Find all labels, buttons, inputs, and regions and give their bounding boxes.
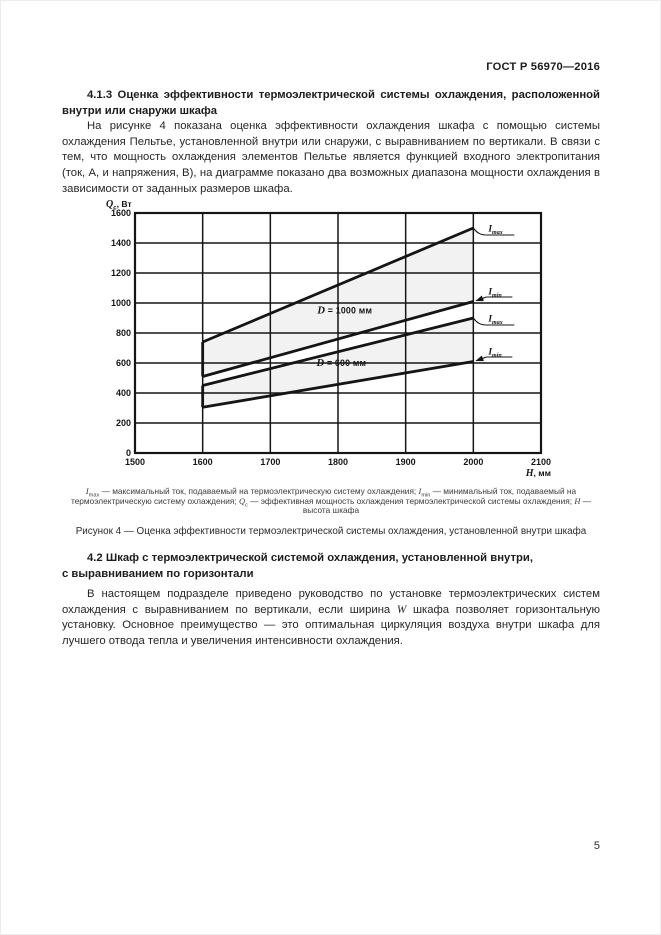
x-tick-label: 1600 — [193, 457, 213, 467]
chart-frame — [133, 211, 543, 455]
figure-4-caption: Рисунок 4 — Оценка эффективности термоэл… — [75, 526, 587, 537]
y-tick-label: 400 — [116, 388, 131, 398]
y-tick-label: 600 — [116, 358, 131, 368]
x-tick-label: 2100 — [531, 457, 551, 467]
heading-line-2: с выравниванием по горизонтали — [62, 567, 254, 580]
figure-4-chart: 0 200 400 600 800 1000 1200 1400 1600 1500 1600 170… — [100, 195, 580, 487]
math-symbol: W — [396, 603, 407, 616]
math-symbol: Q — [238, 496, 245, 506]
figure-4-legend: Imax — максимальный ток, подаваемый на т… — [70, 486, 591, 516]
page-number: 5 — [593, 840, 600, 852]
y-tick-label: 1600 — [111, 208, 131, 218]
math-symbol: H — [574, 496, 581, 506]
imax-line — [202, 226, 474, 344]
page-header: ГОСТ Р 56970—2016 — [486, 61, 600, 73]
band-label: D = 600 мм — [316, 358, 367, 369]
imax-label: Imax — [487, 315, 502, 326]
imin-label: Imin — [487, 288, 502, 299]
math-symbol: I — [85, 487, 89, 496]
x-tick-label: 1900 — [396, 457, 416, 467]
y-tick-label: 1200 — [111, 268, 131, 278]
y-tick-label: 200 — [116, 418, 131, 428]
y-tick-label: 800 — [116, 328, 131, 338]
imin-leader-arrow — [475, 295, 487, 302]
x-tick-label: 1500 — [125, 457, 145, 467]
section-4-1-3-heading: 4.1.3 Оценка эффективности термоэлектрич… — [62, 89, 600, 117]
y-tick-label: 0 — [126, 448, 131, 458]
imin-label: Imin — [487, 348, 502, 359]
chart-svg: 0 200 400 600 800 1000 1200 1400 1600 1500 1600 170… — [106, 199, 551, 479]
section-4-1-3-paragraph: На рисунке 4 показана оценка эффективнос… — [62, 120, 600, 195]
y-tick-label: 1000 — [111, 298, 131, 308]
imin-leader-arrow — [475, 355, 487, 362]
x-tick-label: 1800 — [328, 457, 348, 467]
imax-label: Imax — [487, 225, 502, 236]
x-tick-label: 1700 — [260, 457, 280, 467]
y-tick-label: 1400 — [111, 238, 131, 248]
imax-line — [202, 316, 474, 387]
band-label: D = 1000 мм — [316, 306, 372, 317]
imax-leader — [472, 317, 487, 326]
section-4-2-heading: 4.2 Шкаф с термоэлектрической системой о… — [62, 551, 600, 583]
y-axis-title: Qc, Вт — [106, 199, 132, 211]
section-4-2-paragraph: В настоящем подразделе приведено руковод… — [62, 588, 600, 648]
imin-line — [202, 360, 474, 409]
x-tick-label: 2000 — [463, 457, 483, 467]
imin-line — [202, 300, 474, 378]
imax-leader — [472, 227, 487, 236]
math-symbol: I — [418, 487, 422, 496]
x-axis-title: H, мм — [525, 468, 551, 479]
heading-line-1: 4.2 Шкаф с термоэлектрической системой о… — [87, 552, 533, 564]
